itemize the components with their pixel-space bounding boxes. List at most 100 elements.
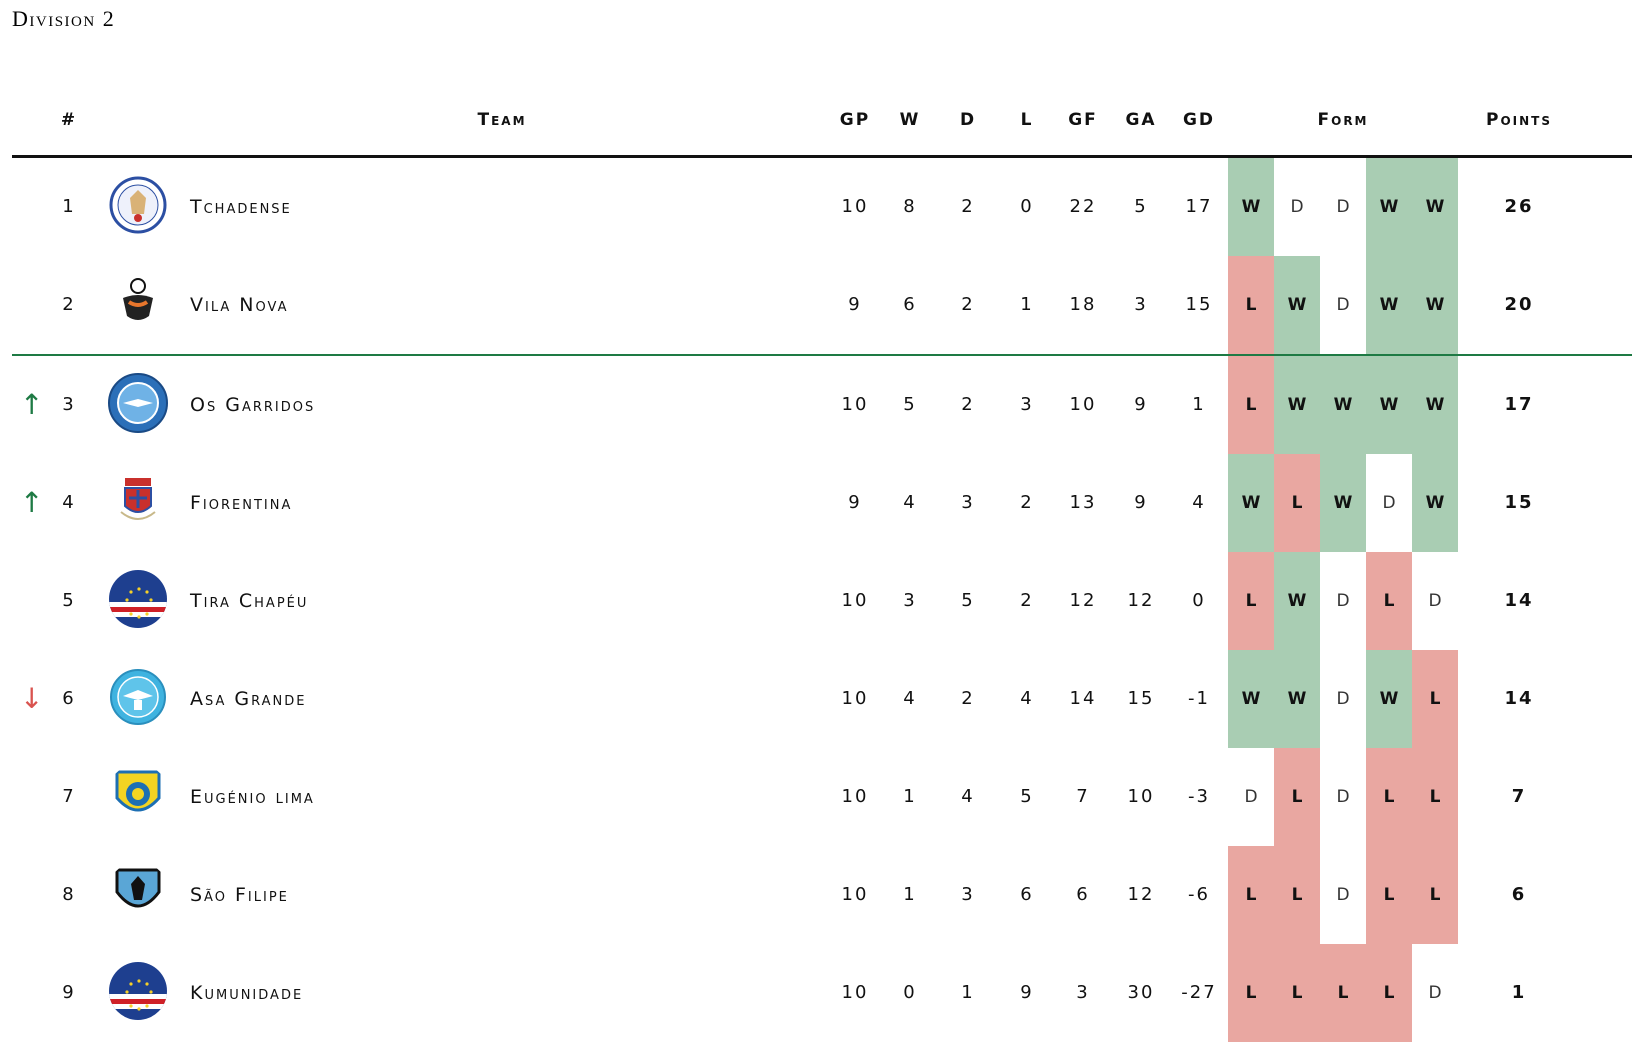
form-result: L xyxy=(1274,454,1320,552)
goals-for-cell: 3 xyxy=(1076,982,1090,1003)
wins-cell: 3 xyxy=(903,590,917,611)
goals-for-cell: 6 xyxy=(1076,884,1090,905)
form-result: W xyxy=(1366,158,1412,256)
points-cell: 17 xyxy=(1504,394,1534,415)
form-result: D xyxy=(1336,787,1350,807)
losses-cell: 9 xyxy=(1020,982,1034,1003)
points-cell: 14 xyxy=(1504,688,1534,709)
form-result: D xyxy=(1290,197,1304,217)
rank-cell: 2 xyxy=(62,294,76,315)
goal-difference-cell: 4 xyxy=(1192,492,1206,513)
cape-verde-flag-logo xyxy=(107,568,169,630)
rank-cell: 1 xyxy=(62,196,76,217)
form-result: L xyxy=(1412,846,1458,944)
form-result: L xyxy=(1274,944,1320,1042)
losses-cell: 4 xyxy=(1020,688,1034,709)
table-body: W D D W W 1 Tchadense 10 8 2 0 22 5 17 26 L W D W W 2 Vila No… xyxy=(12,158,1632,1042)
form-result: W xyxy=(1228,158,1274,256)
asa-grande-logo xyxy=(107,666,169,728)
form-result: W xyxy=(1412,454,1458,552)
tchadense-logo xyxy=(107,174,169,236)
goal-difference-cell: 17 xyxy=(1185,196,1213,217)
form-result: W xyxy=(1320,454,1366,552)
sao-filipe-logo xyxy=(107,862,169,924)
team-name[interactable]: Fiorentina xyxy=(190,492,293,514)
header-gf: GF xyxy=(1068,110,1098,130)
rank-cell: 8 xyxy=(62,884,76,905)
form-result: W xyxy=(1274,552,1320,650)
form-result: L xyxy=(1366,846,1412,944)
points-cell: 1 xyxy=(1511,982,1527,1003)
points-cell: 20 xyxy=(1504,294,1534,315)
arrow-up-icon: ↑ xyxy=(20,388,44,421)
losses-cell: 2 xyxy=(1020,492,1034,513)
form-result: W xyxy=(1412,356,1458,454)
wins-cell: 4 xyxy=(903,688,917,709)
form-result: W xyxy=(1274,256,1320,354)
wins-cell: 6 xyxy=(903,294,917,315)
page-title: Division 2 xyxy=(12,6,116,31)
games-played-cell: 10 xyxy=(841,590,869,611)
form-result: L xyxy=(1412,748,1458,846)
table-row: D L D L L 7 Eugénio lima 10 1 4 5 7 10 -3 7 xyxy=(12,748,1632,846)
wins-cell: 1 xyxy=(903,884,917,905)
rank-cell: 4 xyxy=(62,492,76,513)
table-row: L L D L L 8 São Filipe 10 1 3 6 6 12 -6 6 xyxy=(12,846,1632,944)
draws-cell: 4 xyxy=(961,786,975,807)
form-result: D xyxy=(1336,689,1350,709)
games-played-cell: 10 xyxy=(841,196,869,217)
goals-for-cell: 22 xyxy=(1069,196,1097,217)
table-row: L W D L D 5 Tira Chapéu 10 3 5 2 12 12 0 14 xyxy=(12,552,1632,650)
goals-against-cell: 30 xyxy=(1127,982,1155,1003)
table-row: W W D W L ↓ 6 Asa Grande 10 4 2 4 14 15 -1 14 xyxy=(12,650,1632,748)
games-played-cell: 10 xyxy=(841,394,869,415)
rank-cell: 3 xyxy=(62,394,76,415)
goals-against-cell: 9 xyxy=(1134,394,1148,415)
team-name[interactable]: Eugénio lima xyxy=(190,786,315,808)
goals-against-cell: 10 xyxy=(1127,786,1155,807)
games-played-cell: 10 xyxy=(841,884,869,905)
games-played-cell: 9 xyxy=(848,492,862,513)
wins-cell: 1 xyxy=(903,786,917,807)
losses-cell: 0 xyxy=(1020,196,1034,217)
points-cell: 15 xyxy=(1504,492,1534,513)
draws-cell: 1 xyxy=(961,982,975,1003)
losses-cell: 2 xyxy=(1020,590,1034,611)
team-name[interactable]: São Filipe xyxy=(190,884,289,906)
goal-difference-cell: -6 xyxy=(1188,884,1210,905)
form-result: W xyxy=(1320,356,1366,454)
team-name[interactable]: Kumunidade xyxy=(190,982,304,1004)
form-result: L xyxy=(1228,256,1274,354)
losses-cell: 1 xyxy=(1020,294,1034,315)
form-result: W xyxy=(1412,158,1458,256)
header-rank: # xyxy=(60,110,78,130)
form-result: L xyxy=(1228,356,1274,454)
losses-cell: 3 xyxy=(1020,394,1034,415)
form-result: L xyxy=(1274,846,1320,944)
form-result: L xyxy=(1366,748,1412,846)
goals-for-cell: 18 xyxy=(1069,294,1097,315)
goals-for-cell: 14 xyxy=(1069,688,1097,709)
team-name[interactable]: Vila Nova xyxy=(190,294,289,316)
draws-cell: 2 xyxy=(961,294,975,315)
team-name[interactable]: Asa Grande xyxy=(190,688,307,710)
goal-difference-cell: 15 xyxy=(1185,294,1213,315)
rank-cell: 6 xyxy=(62,688,76,709)
goals-against-cell: 3 xyxy=(1134,294,1148,315)
form-result: L xyxy=(1366,552,1412,650)
rank-cell: 5 xyxy=(62,590,76,611)
goals-for-cell: 12 xyxy=(1069,590,1097,611)
vila-nova-logo xyxy=(107,272,169,334)
wins-cell: 0 xyxy=(903,982,917,1003)
team-name[interactable]: Os Garridos xyxy=(190,394,316,416)
form-result: D xyxy=(1244,787,1258,807)
team-name[interactable]: Tira Chapéu xyxy=(190,590,309,612)
table-header: # Team GP W D L GF GA GD Form Points xyxy=(12,92,1632,158)
goal-difference-cell: 0 xyxy=(1192,590,1206,611)
header-form: Form xyxy=(1317,110,1369,130)
points-cell: 14 xyxy=(1504,590,1534,611)
header-gd: GD xyxy=(1182,110,1216,130)
goals-against-cell: 5 xyxy=(1134,196,1148,217)
team-name[interactable]: Tchadense xyxy=(190,196,292,218)
